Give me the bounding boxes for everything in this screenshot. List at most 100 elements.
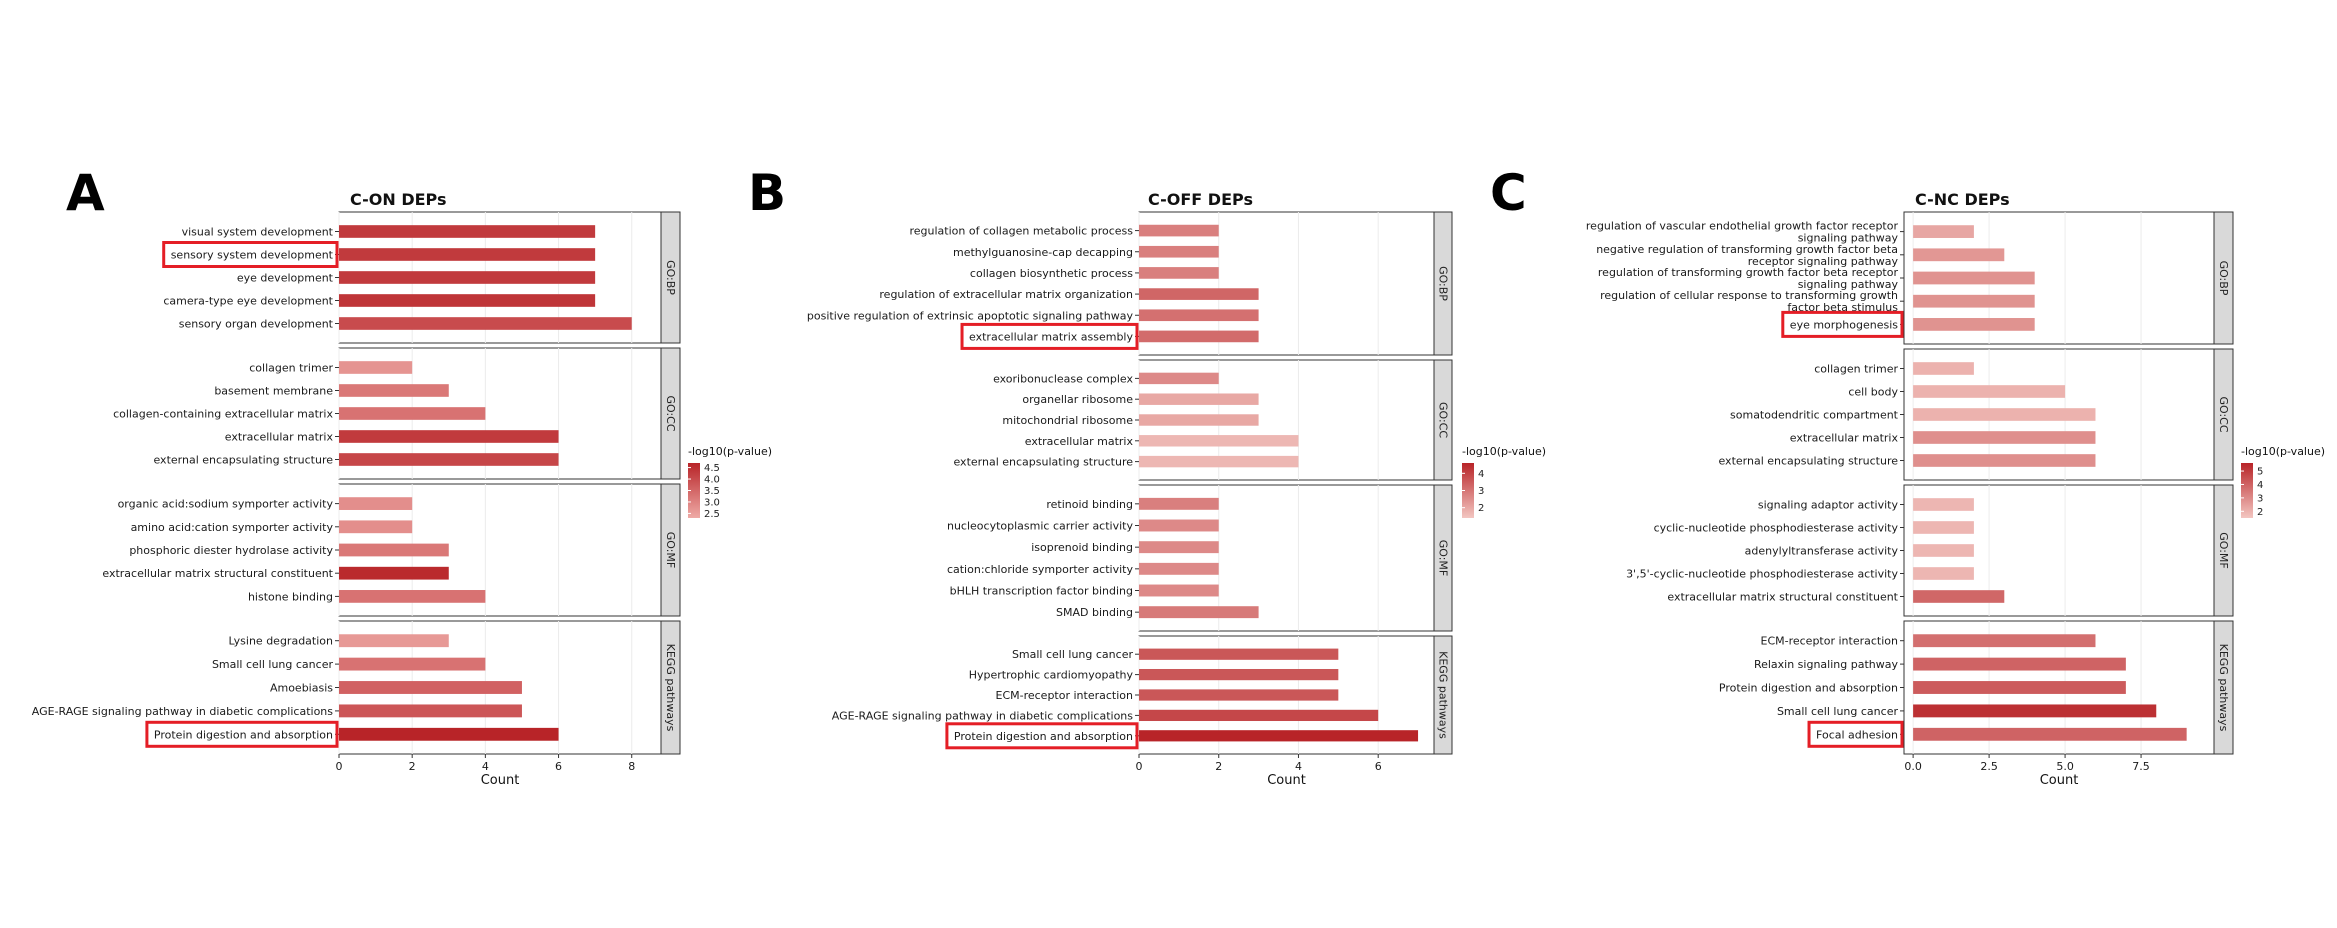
bar <box>1913 408 2096 421</box>
legend-tick-label: 4 <box>1478 469 1484 480</box>
bar <box>339 704 522 718</box>
bar <box>339 634 449 648</box>
panel-letter-c: C <box>1490 164 1527 222</box>
term-label: regulation of collagen metabolic process <box>910 225 1134 238</box>
chart-title: C-OFF DEPs <box>1148 190 1253 209</box>
bar <box>1913 498 1974 511</box>
bar <box>1139 541 1219 554</box>
legend-title: -log10(p-value) <box>2241 445 2325 458</box>
bar <box>339 384 449 397</box>
term-label: Protein digestion and absorption <box>954 730 1133 743</box>
term-label: sensory organ development <box>179 318 334 331</box>
bar <box>339 225 596 238</box>
legend-tick-label: 3 <box>1478 486 1484 497</box>
legend-tick-label: 2 <box>1478 503 1484 514</box>
term-label: positive regulation of extrinsic apoptot… <box>807 309 1134 322</box>
term-label: Amoebiasis <box>270 682 333 695</box>
term-label: somatodendritic compartment <box>1730 409 1899 422</box>
facet-strip <box>2213 620 2234 755</box>
facet-kegg-pathways: KEGG pathways Small cell lung cancer Hyper… <box>832 635 1453 755</box>
term-label: regulation of vascular endothelial growt… <box>1586 220 1899 245</box>
bar <box>1139 267 1219 279</box>
bar <box>1913 248 2005 262</box>
term-label: extracellular matrix assembly <box>969 330 1133 343</box>
bar <box>1139 519 1219 532</box>
x-axis-label: Count <box>481 773 520 788</box>
bar <box>339 497 413 510</box>
bar <box>1139 372 1219 385</box>
legend-tick-label: 4 <box>2257 480 2263 491</box>
term-label: basement membrane <box>214 385 333 398</box>
term-label: Small cell lung cancer <box>1777 705 1899 718</box>
bar <box>1139 435 1299 447</box>
facet-strip <box>660 620 681 755</box>
term-label: extracellular matrix <box>1025 435 1134 448</box>
facet-kegg-pathways: KEGG pathways Lysine degradation Small cel… <box>32 620 681 755</box>
term-label: cyclic-nucleotide phosphodiesterase acti… <box>1654 522 1899 535</box>
bar <box>339 407 486 420</box>
term-label: retinoid binding <box>1046 498 1133 511</box>
term-label: Lysine degradation <box>229 635 333 648</box>
term-label: external encapsulating structure <box>1718 455 1898 468</box>
legend: -log10(p-value) 4 3 2 <box>1462 445 1546 518</box>
facet-strip <box>1433 211 1453 356</box>
bar <box>1139 245 1219 258</box>
legend-tick-label: 4.5 <box>704 463 720 474</box>
facet-strip-label: KEGG pathways <box>664 644 677 732</box>
bar <box>1913 590 2005 603</box>
x-tick-label: 7.5 <box>2132 760 2150 773</box>
bar <box>1913 318 2035 331</box>
facet-strip-label: KEGG pathways <box>2217 644 2230 732</box>
term-label: negative regulation of transforming grow… <box>1596 243 1898 268</box>
term-label: extracellular matrix structural constitu… <box>1667 591 1898 604</box>
term-label: external encapsulating structure <box>953 456 1133 469</box>
bar <box>1913 727 2187 741</box>
facet-strip <box>2213 211 2234 345</box>
facet-go-bp: GO:BP regulation of vascular endothelial … <box>1586 211 2234 345</box>
bar <box>1139 414 1259 426</box>
bar <box>1139 668 1339 681</box>
facet-strip-label: GO:CC <box>1437 402 1450 438</box>
facet-strip <box>1433 359 1453 481</box>
x-axis-label: Count <box>2040 773 2079 788</box>
chart-title: C-ON DEPs <box>350 190 447 209</box>
bar <box>1913 544 1974 557</box>
term-label: methylguanosine-cap decapping <box>953 246 1133 259</box>
legend-tick-label: 2 <box>2257 507 2263 518</box>
legend-tick-label: 5 <box>2257 467 2263 478</box>
bar <box>339 590 486 603</box>
facet-strip <box>2213 348 2234 481</box>
chart-title: C-NC DEPs <box>1915 190 2010 209</box>
facet-strip-label: GO:BP <box>664 260 677 295</box>
term-label: isoprenoid binding <box>1031 541 1133 554</box>
bar <box>1913 704 2157 718</box>
legend-tick-label: 3.5 <box>704 486 720 497</box>
bar <box>1913 385 2066 398</box>
bar <box>1913 634 2096 648</box>
term-label: exoribonuclease complex <box>993 372 1133 385</box>
bar <box>1913 225 1974 238</box>
bar <box>1139 606 1259 619</box>
highlight-box <box>945 722 1139 750</box>
bar <box>339 727 559 741</box>
term-label: Relaxin signaling pathway <box>1754 658 1899 671</box>
bar <box>1913 657 2126 671</box>
chart-panel-c: C-NC DEPs GO:BP regulation of vascular end… <box>1586 190 2325 788</box>
term-label: cell body <box>1848 386 1898 399</box>
x-tick-label: 2.5 <box>1980 760 1998 773</box>
bar <box>1139 330 1259 343</box>
term-label: ECM-receptor interaction <box>1761 635 1899 648</box>
term-label: Small cell lung cancer <box>212 658 334 671</box>
legend-tick-label: 3 <box>2257 493 2263 504</box>
bar <box>339 317 632 330</box>
x-tick-label: 5.0 <box>2056 760 2074 773</box>
legend: -log10(p-value) 5 4 3 2 <box>2241 445 2325 518</box>
legend-tick-label: 3.0 <box>704 497 720 508</box>
bar <box>1139 224 1219 237</box>
bar <box>339 566 449 580</box>
term-label: sensory system development <box>171 249 334 262</box>
term-label: nucleocytoplasmic carrier activity <box>947 520 1133 533</box>
legend-title: -log10(p-value) <box>1462 445 1546 458</box>
term-label: signaling adaptor activity <box>1758 499 1899 512</box>
